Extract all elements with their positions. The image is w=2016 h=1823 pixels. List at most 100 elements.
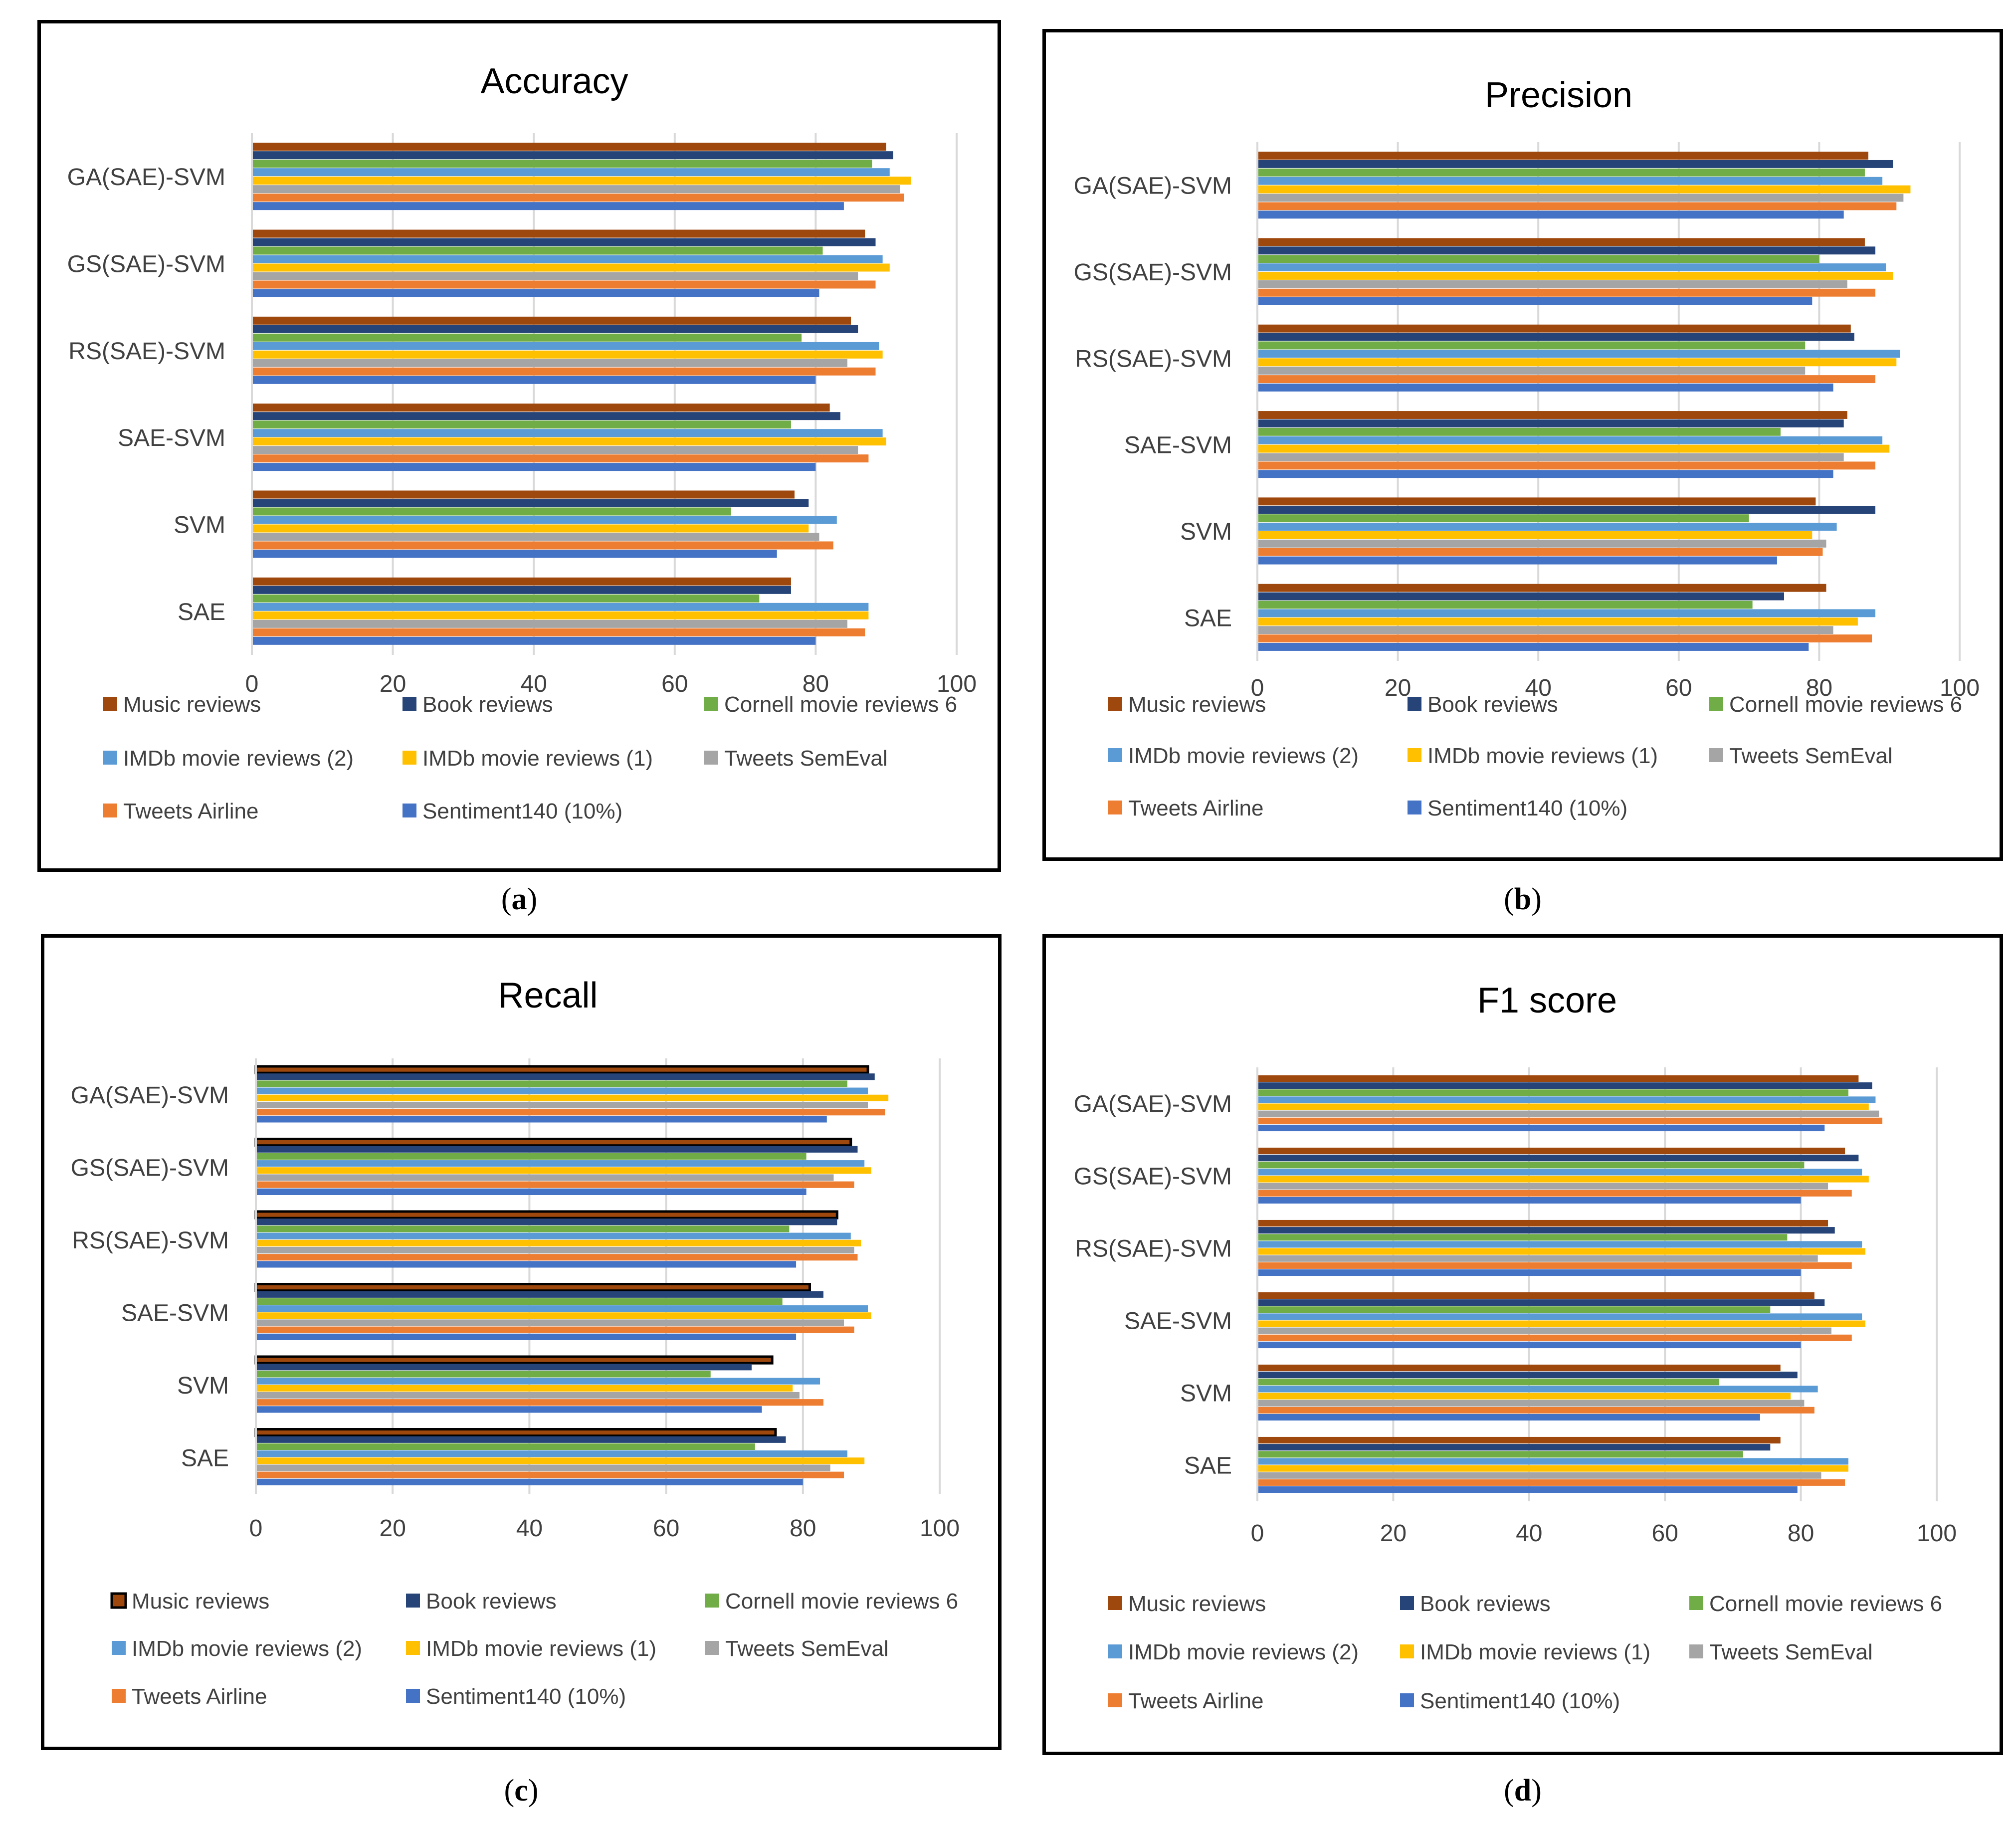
legend-label-tweets-airline: Tweets Airline — [123, 799, 258, 823]
bar-imdb-movie-reviews-2-gs-sae-svm — [1257, 263, 1886, 271]
chart-title: F1 score — [1477, 981, 1617, 1020]
bar-book-reviews-ga-sae-svm — [1257, 160, 1893, 168]
x-tick-label: 20 — [380, 1515, 406, 1542]
bar-sentiment140-10-ga-sae-svm — [1257, 1124, 1825, 1132]
legend-swatch-tweets-airline — [103, 804, 117, 817]
caption-d: (d) — [1504, 1774, 1542, 1808]
legend-label-music-reviews: Music reviews — [132, 1589, 269, 1614]
x-tick-label: 20 — [380, 671, 406, 697]
bar-tweets-semeval-rs-sae-svm — [252, 359, 847, 367]
bar-imdb-movie-reviews-2-rs-sae-svm — [252, 342, 879, 350]
legend-label-music-reviews: Music reviews — [123, 692, 261, 717]
bar-music-reviews-rs-sae-svm — [252, 316, 851, 325]
legend-swatch-book-reviews — [1408, 697, 1421, 711]
bar-cornell-movie-reviews-6-sae-svm — [256, 1298, 783, 1305]
bar-tweets-airline-svm — [252, 541, 833, 550]
legend-label-tweets-semeval: Tweets SemEval — [1729, 744, 1893, 768]
bar-cornell-movie-reviews-6-sae — [256, 1443, 755, 1450]
category-label-sae-svm: SAE-SVM — [1124, 432, 1232, 459]
bar-cornell-movie-reviews-6-ga-sae-svm — [1257, 1089, 1848, 1096]
legend-swatch-tweets-semeval — [1709, 748, 1723, 762]
legend-label-sentiment140-10: Sentiment140 (10%) — [426, 1684, 626, 1709]
category-label-sae-svm: SAE-SVM — [121, 1300, 229, 1326]
bar-sentiment140-10-sae — [256, 1478, 803, 1485]
bar-cornell-movie-reviews-6-rs-sae-svm — [1257, 1234, 1788, 1241]
f1-score-chart: F1 score 0 20 40 60 80 100 GA(SAE)-SVM GS(SAE)-S… — [1074, 981, 1957, 1713]
legend-swatch-sentiment140-10 — [403, 804, 416, 817]
legend-swatch-imdb-movie-reviews-1 — [406, 1641, 420, 1655]
bar-book-reviews-svm — [1257, 1372, 1798, 1379]
category-label-sae-svm: SAE-SVM — [1124, 1308, 1232, 1335]
legend-label-imdb-movie-reviews-2: IMDb movie reviews (2) — [132, 1636, 362, 1661]
chart-panel-recall: Recall 0 20 40 60 80 100 GA(SAE)-SVM GS(SAE)-SVM… — [41, 934, 1002, 1750]
bar-tweets-semeval-svm — [256, 1392, 800, 1399]
bar-tweets-airline-rs-sae-svm — [256, 1254, 858, 1261]
legend-swatch-book-reviews — [1400, 1596, 1414, 1610]
x-tick-label: 60 — [653, 1515, 679, 1542]
category-label-ga-sae-svm: GA(SAE)-SVM — [71, 1082, 229, 1109]
x-tick-label: 40 — [516, 1515, 543, 1542]
legend-label-book-reviews: Book reviews — [1420, 1592, 1551, 1616]
bar-sentiment140-10-gs-sae-svm — [1257, 1197, 1801, 1204]
legend-swatch-imdb-movie-reviews-2 — [1108, 1644, 1122, 1658]
bar-imdb-movie-reviews-1-rs-sae-svm — [1257, 358, 1897, 367]
bar-book-reviews-gs-sae-svm — [1257, 1155, 1859, 1162]
bar-tweets-airline-sae-svm — [1257, 461, 1876, 470]
bar-tweets-airline-svm — [1257, 548, 1823, 556]
x-tick-label: 100 — [920, 1515, 960, 1542]
bar-tweets-airline-ga-sae-svm — [1257, 202, 1897, 210]
bar-book-reviews-sae — [252, 586, 791, 594]
bar-tweets-airline-sae-svm — [252, 454, 869, 463]
bar-imdb-movie-reviews-1-svm — [252, 524, 809, 533]
bar-imdb-movie-reviews-2-rs-sae-svm — [256, 1232, 851, 1239]
legend-label-imdb-movie-reviews-1: IMDb movie reviews (1) — [1420, 1640, 1650, 1664]
bar-tweets-semeval-sae-svm — [256, 1319, 844, 1326]
bar-tweets-airline-rs-sae-svm — [1257, 1262, 1852, 1269]
legend-swatch-imdb-movie-reviews-1 — [1408, 748, 1421, 762]
legend-swatch-tweets-airline — [1108, 1693, 1122, 1707]
bar-imdb-movie-reviews-1-ga-sae-svm — [252, 177, 911, 185]
bar-sentiment140-10-svm — [252, 550, 777, 558]
legend-label-cornell-movie-reviews-6: Cornell movie reviews 6 — [724, 692, 957, 717]
bar-tweets-airline-gs-sae-svm — [252, 280, 876, 289]
bar-music-reviews-svm — [252, 490, 795, 499]
category-label-ga-sae-svm: GA(SAE)-SVM — [1074, 173, 1232, 200]
legend-label-sentiment140-10: Sentiment140 (10%) — [422, 799, 622, 823]
category-label-rs-sae-svm: RS(SAE)-SVM — [1075, 1236, 1232, 1262]
x-tick-label: 40 — [1516, 1520, 1542, 1547]
legend-label-imdb-movie-reviews-2: IMDb movie reviews (2) — [123, 746, 354, 771]
bar-tweets-semeval-sae-svm — [1257, 453, 1844, 461]
bar-sentiment140-10-rs-sae-svm — [1257, 1269, 1801, 1276]
bar-sentiment140-10-svm — [256, 1406, 762, 1413]
x-tick-label: 40 — [521, 671, 547, 697]
bar-tweets-semeval-svm — [1257, 1400, 1805, 1407]
bar-sentiment140-10-ga-sae-svm — [1257, 210, 1844, 219]
bar-music-reviews-ga-sae-svm — [1257, 1075, 1859, 1082]
bar-book-reviews-svm — [256, 1364, 752, 1371]
bar-sentiment140-10-sae-svm — [1257, 470, 1833, 478]
bar-imdb-movie-reviews-1-rs-sae-svm — [256, 1239, 861, 1246]
bar-tweets-semeval-sae — [1257, 1472, 1821, 1479]
bar-cornell-movie-reviews-6-sae-svm — [1257, 1306, 1771, 1313]
category-label-rs-sae-svm: RS(SAE)-SVM — [1075, 346, 1232, 372]
legend-label-book-reviews: Book reviews — [1427, 692, 1558, 717]
bar-tweets-semeval-sae — [1257, 626, 1833, 634]
category-label-sae: SAE — [178, 599, 225, 625]
bar-sentiment140-10-sae-svm — [1257, 1341, 1801, 1349]
legend-swatch-imdb-movie-reviews-1 — [1400, 1644, 1414, 1658]
bar-book-reviews-svm — [1257, 506, 1876, 514]
bar-sentiment140-10-sae — [1257, 1486, 1798, 1493]
x-tick-label: 20 — [1380, 1520, 1407, 1547]
legend-label-imdb-movie-reviews-1: IMDb movie reviews (1) — [422, 746, 653, 771]
x-tick-label: 100 — [1940, 675, 1980, 701]
bar-sentiment140-10-svm — [1257, 556, 1777, 565]
precision-chart: Precision 0 20 40 60 80 100 GA(SAE)-SVM GS(SAE)-… — [1074, 75, 1980, 820]
chart-panel-accuracy: Accuracy 0 20 40 60 80 100 GA(SAE)-SVM GS(SAE)-S… — [37, 20, 1001, 872]
category-label-svm: SVM — [1180, 1381, 1232, 1407]
bar-imdb-movie-reviews-2-sae-svm — [252, 429, 883, 437]
bar-tweets-airline-rs-sae-svm — [252, 367, 876, 376]
legend-label-cornell-movie-reviews-6: Cornell movie reviews 6 — [1709, 1592, 1942, 1616]
bar-book-reviews-ga-sae-svm — [1257, 1082, 1872, 1089]
bar-sentiment140-10-sae-svm — [252, 463, 816, 471]
bar-sentiment140-10-gs-sae-svm — [252, 289, 819, 297]
